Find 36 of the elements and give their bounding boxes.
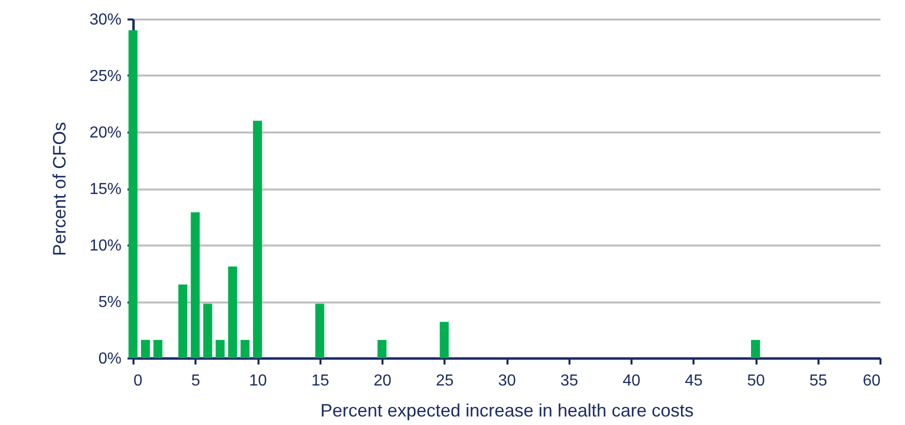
bar: [440, 322, 449, 358]
bar: [253, 120, 262, 358]
y-axis-title: Percent of CFOs: [49, 122, 70, 256]
x-tick-label: 20: [374, 372, 392, 390]
x-tick-label: 50: [747, 372, 765, 390]
y-tick-label: 20%: [89, 124, 122, 142]
x-axis-title: Percent expected increase in health care costs: [320, 400, 694, 420]
bar: [140, 340, 150, 358]
bar: [751, 340, 760, 358]
bar: [240, 340, 250, 358]
bar: [315, 304, 324, 358]
x-tick-label: 45: [684, 372, 703, 390]
bar: [178, 284, 188, 358]
bar: [153, 340, 162, 358]
x-tick-label: 0: [134, 372, 142, 390]
x-tick-label: 25: [436, 372, 454, 390]
x-tick-label: 40: [622, 372, 640, 390]
x-tick-label: 60: [862, 372, 881, 390]
x-tick-label: 5: [191, 372, 200, 390]
y-tick-label: 30%: [89, 12, 122, 28]
x-tick-label: 55: [809, 372, 828, 390]
bar: [228, 266, 238, 358]
y-tick-label: 5%: [98, 294, 122, 311]
bar: [190, 212, 200, 358]
bar: [216, 340, 225, 358]
y-tick-label: 25%: [89, 68, 122, 85]
x-tick-label: 30: [498, 372, 516, 390]
y-tick-label: 0%: [98, 350, 122, 368]
y-tick-label: 10%: [89, 238, 122, 254]
y-tick-label: 15%: [89, 181, 122, 198]
x-tick-label: 10: [249, 372, 267, 390]
bar: [203, 304, 212, 358]
bar: [378, 340, 386, 358]
x-tick-label: 35: [560, 372, 578, 390]
bar: [128, 30, 138, 358]
x-tick-label: 15: [311, 372, 330, 390]
